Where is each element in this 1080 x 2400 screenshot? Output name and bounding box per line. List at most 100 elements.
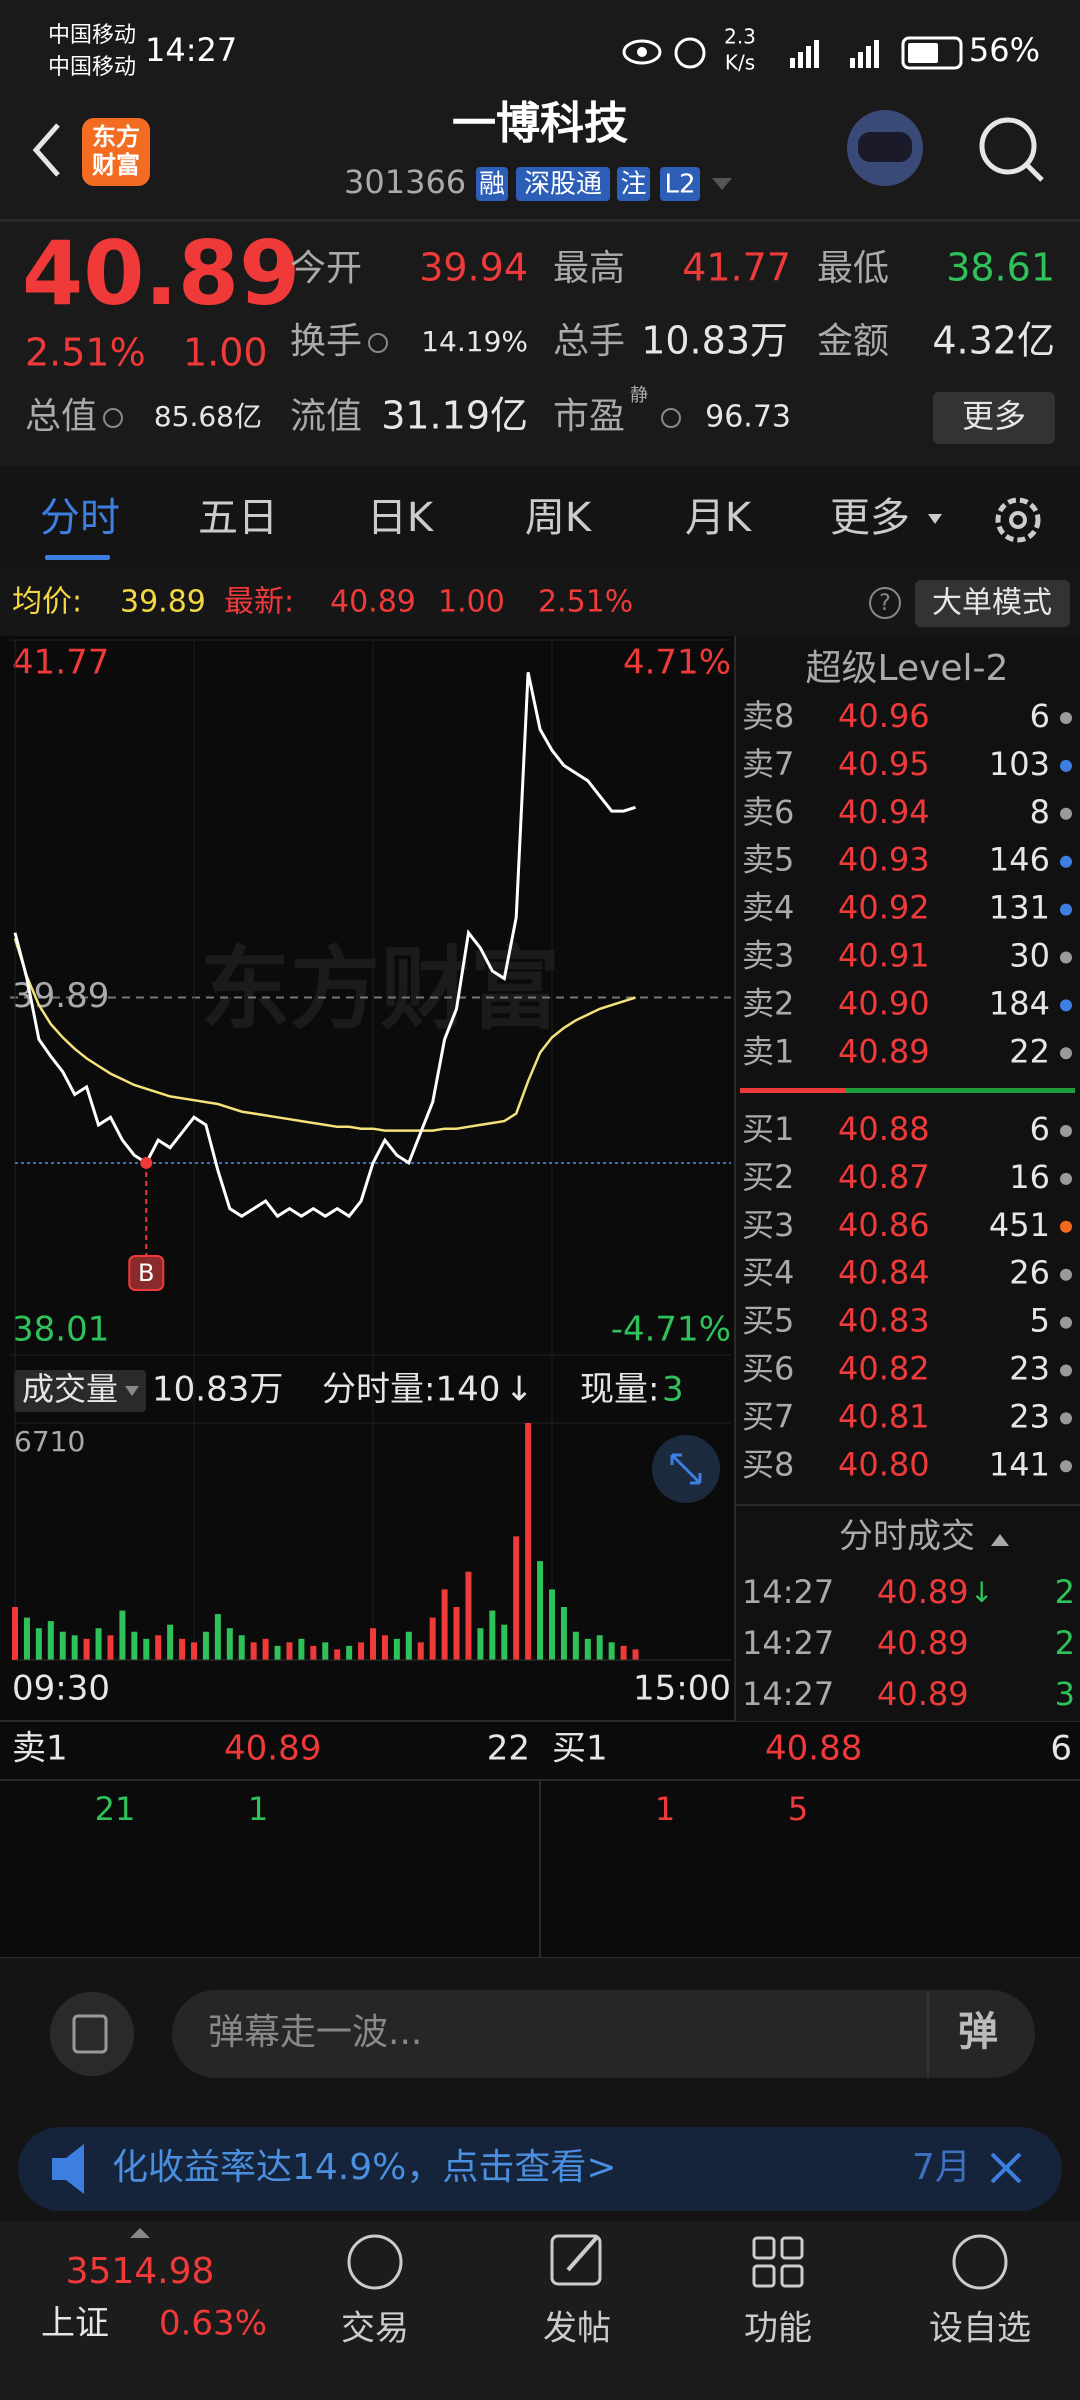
queue-order: 5 [788,1790,808,1828]
tab[interactable]: 五日 [198,495,278,541]
volume-bar [560,1607,567,1660]
stat-value: 85.68亿 [154,400,262,433]
book-divider-ask [740,1088,845,1093]
order-price: 40.87 [838,1158,930,1196]
nav-item[interactable]: 发帖 [543,2309,611,2349]
top-background [0,0,1080,466]
tag-text: 注 [620,170,646,200]
stat-label: 最高 [553,248,625,289]
trade-arrow: ↓ [970,1576,993,1609]
volume-bar [167,1624,174,1660]
time-label: 15:00 [633,1669,731,1709]
pct-label: -4.71% [611,1310,731,1350]
order-volume: 131 [989,889,1050,927]
trade-icon[interactable] [347,2234,403,2290]
trades-background [736,1500,1080,1721]
order-level: 卖1 [742,1032,794,1070]
comment-icon [72,2014,108,2054]
comment-icon[interactable] [50,1992,134,2076]
order-dot [1060,759,1072,772]
settings-button[interactable] [995,497,1041,543]
volume-bar [346,1645,353,1660]
nav-item[interactable]: 功能 [744,2309,812,2349]
trades-title: 分时成交 [839,1517,975,1557]
volume-bar [71,1635,78,1660]
mode-button[interactable] [915,580,1070,627]
time-label: 09:30 [12,1669,110,1709]
nav-item[interactable]: 交易 [341,2309,409,2349]
back-button[interactable] [32,123,60,177]
more-button[interactable] [933,392,1055,444]
order-level: 买4 [742,1254,794,1292]
volume-bar [274,1645,281,1660]
tag-text: 融 [479,170,505,200]
tab[interactable]: 月K [685,495,753,541]
volume-bar [155,1635,162,1660]
volume-bar [238,1635,245,1660]
trade-time: 14:27 [742,1675,834,1713]
order-level: 卖6 [742,793,794,831]
order-price: 40.92 [838,889,930,927]
volume-bar [310,1645,317,1660]
close-button[interactable] [990,2152,1022,2184]
volume-selector[interactable] [14,1370,146,1412]
tab[interactable]: 分时 [40,495,120,541]
queue-order: 1 [248,1790,268,1828]
tag-text: L2 [664,170,695,200]
volume-bar [608,1642,615,1660]
volume-bar [429,1617,436,1660]
volume-bar [525,1423,532,1660]
volume-bar [549,1589,555,1660]
volume-bar [191,1642,197,1660]
help-icon[interactable] [869,587,901,619]
net-speed: 2.3 [724,25,756,49]
expand-icon [670,1453,702,1485]
minute-volume-arrow: ↓ [505,1370,534,1410]
current-volume-label: 现量: [580,1370,659,1410]
stat-label: 今开 [290,248,362,289]
watchlist-icon[interactable] [952,2234,1008,2290]
danmaku-button[interactable]: 弹 [958,2009,998,2055]
assistant-visor [858,132,912,162]
volume-bar [358,1642,365,1660]
carrier: 中国移动 [48,23,136,48]
nav-item[interactable]: 设自选 [929,2309,1031,2349]
banner[interactable] [18,2127,1062,2211]
order-price: 40.82 [838,1350,930,1388]
marker-dot [140,1156,153,1169]
volume-bar [35,1628,42,1660]
volume-bar [632,1649,639,1660]
stock-code: 301366 [344,163,466,201]
order-volume: 6 [1030,1110,1050,1148]
trades-sort-arrow [991,1534,1009,1546]
queue-order: 1 [655,1790,675,1828]
order-price: 40.80 [838,1445,930,1483]
order-volume: 23 [1009,1350,1050,1388]
battery-level: 56% [969,31,1040,69]
tab[interactable]: 日K [367,495,435,541]
comment-input[interactable] [172,1990,1035,2078]
volume-bar [537,1561,544,1660]
order-dot [1060,1460,1072,1473]
logo-text: 财富 [92,151,140,179]
search-button[interactable] [979,117,1037,175]
post-icon[interactable] [550,2234,602,2286]
order-price: 40.93 [838,841,930,879]
order-level: 卖4 [742,889,794,927]
logo[interactable] [82,118,150,186]
order-dot [1060,1268,1072,1281]
function-icon[interactable] [752,2236,804,2288]
tab[interactable]: 周K [525,495,593,541]
info-icon [661,408,681,428]
order-volume: 16 [1009,1158,1050,1196]
order-dot [1060,1172,1072,1185]
latest-change: 1.00 [438,585,505,620]
order-level: 卖5 [742,841,794,879]
change-amount: 1.00 [183,331,268,375]
clock: 14:27 [145,31,237,69]
order-level: 卖3 [742,937,794,975]
order-dot [1060,999,1072,1012]
tab[interactable]: 更多 [830,495,910,541]
